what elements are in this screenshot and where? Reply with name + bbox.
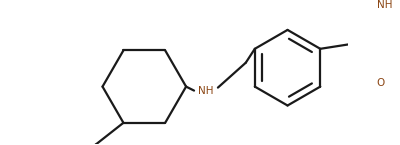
Text: O: O — [377, 78, 385, 88]
Text: NH: NH — [198, 86, 214, 96]
Text: NH: NH — [377, 0, 393, 10]
